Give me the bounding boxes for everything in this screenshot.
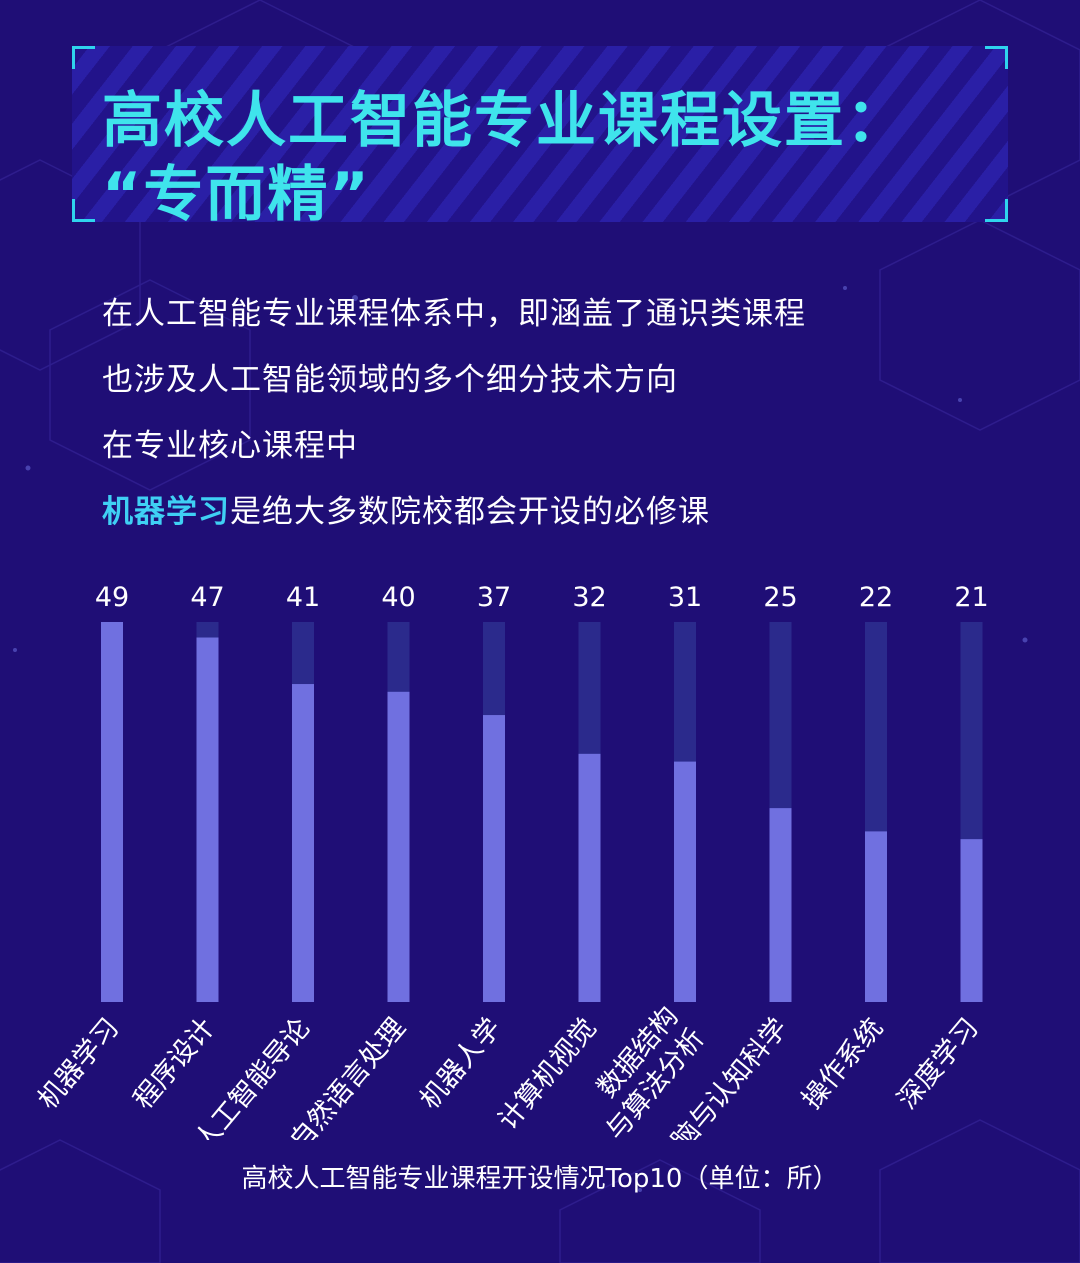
value-label: 25 bbox=[763, 582, 797, 613]
bar-chart: 49机器学习47程序设计41人工智能导论40自然语言处理37机器人学32计算机视… bbox=[32, 582, 988, 1140]
corner-bracket-top-right bbox=[985, 46, 1008, 69]
category-label-line: 机器人学 bbox=[414, 1013, 507, 1116]
bar bbox=[769, 808, 792, 1002]
page-title-line-1: 高校人工智能专业课程设置： bbox=[102, 86, 908, 156]
bar bbox=[578, 753, 601, 1002]
title-panel: 高校人工智能专业课程设置： “专而精” bbox=[72, 46, 1008, 230]
intro-line-2: 也涉及人工智能领域的多个细分技术方向 bbox=[102, 362, 678, 398]
corner-bracket-top-left bbox=[72, 46, 95, 69]
bar bbox=[960, 839, 983, 1002]
category-label-line: 深度学习 bbox=[892, 1013, 985, 1116]
value-label: 37 bbox=[477, 582, 511, 613]
bar bbox=[483, 715, 505, 1002]
category-label-line: 计算机视觉 bbox=[492, 1013, 603, 1136]
value-label: 41 bbox=[286, 582, 320, 613]
value-label: 31 bbox=[668, 582, 702, 613]
corner-bracket-bottom-right bbox=[985, 199, 1008, 222]
intro-line-1: 在人工智能专业课程体系中，即涵盖了通识类课程 bbox=[102, 296, 806, 332]
intro-highlight-keyword: 机器学习 bbox=[102, 494, 230, 530]
category-label: 深度学习 bbox=[892, 1013, 985, 1116]
value-label: 22 bbox=[859, 582, 893, 613]
category-label: 机器学习 bbox=[32, 1013, 125, 1116]
category-label: 程序设计 bbox=[128, 1013, 221, 1116]
value-label: 49 bbox=[95, 582, 129, 613]
category-label-line: 机器学习 bbox=[32, 1013, 125, 1116]
value-label: 21 bbox=[954, 582, 988, 613]
bar bbox=[865, 831, 887, 1002]
bar bbox=[387, 691, 410, 1002]
category-label: 操作系统 bbox=[796, 1013, 889, 1116]
intro-text: 在人工智能专业课程体系中，即涵盖了通识类课程 也涉及人工智能领域的多个细分技术方… bbox=[102, 292, 806, 556]
corner-bracket-bottom-left bbox=[72, 199, 95, 222]
bar bbox=[292, 684, 314, 1002]
value-label: 47 bbox=[190, 582, 224, 613]
intro-line-4-rest: 是绝大多数院校都会开设的必修课 bbox=[230, 494, 710, 530]
category-label: 计算机视觉 bbox=[492, 1013, 603, 1136]
intro-line-3: 在专业核心课程中 bbox=[102, 428, 358, 464]
category-label: 机器人学 bbox=[414, 1013, 507, 1116]
category-label-line: 操作系统 bbox=[796, 1013, 889, 1116]
chart-title: 高校人工智能专业课程开设情况Top10（单位：所） bbox=[241, 1164, 839, 1194]
bar bbox=[101, 622, 123, 1002]
value-label: 32 bbox=[572, 582, 606, 613]
value-label: 40 bbox=[381, 582, 415, 613]
page-title-line-2: “专而精” bbox=[102, 160, 371, 230]
bar bbox=[674, 761, 696, 1002]
intro-line-4: 机器学习是绝大多数院校都会开设的必修课 bbox=[102, 490, 806, 556]
bar bbox=[196, 637, 219, 1002]
category-label-line: 程序设计 bbox=[128, 1013, 221, 1116]
